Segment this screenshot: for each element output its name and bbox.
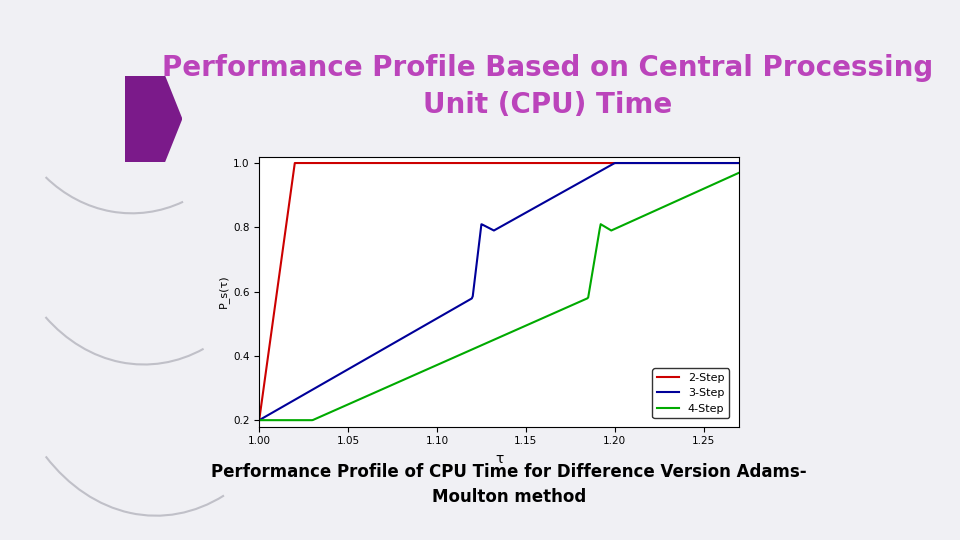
3-Step — [481, 224, 492, 231]
Line: 3-Step: 3-Step — [259, 163, 739, 420]
2-Step — [648, 160, 660, 166]
4-Step — [514, 326, 525, 332]
2-Step — [540, 160, 552, 166]
Legend: 2-Step, 3-Step, 4-Step: 2-Step, 3-Step, 4-Step — [653, 368, 729, 418]
3-Step — [540, 199, 551, 205]
4-Step — [733, 170, 745, 176]
2-Step — [723, 160, 734, 166]
2-Step — [485, 160, 496, 166]
Y-axis label: P_s(τ): P_s(τ) — [218, 275, 228, 308]
4-Step — [484, 338, 495, 345]
3-Step — [610, 160, 621, 166]
4-Step — [253, 417, 265, 423]
4-Step — [481, 340, 492, 346]
X-axis label: τ: τ — [495, 452, 503, 466]
2-Step — [515, 160, 526, 166]
3-Step — [484, 225, 495, 232]
3-Step — [723, 160, 734, 166]
4-Step — [540, 314, 551, 320]
Polygon shape — [125, 76, 182, 162]
2-Step — [253, 417, 265, 423]
2-Step — [289, 160, 300, 166]
3-Step — [648, 160, 660, 166]
3-Step — [733, 160, 745, 166]
3-Step — [514, 213, 525, 220]
Text: Performance Profile of CPU Time for Difference Version Adams-
Moulton method: Performance Profile of CPU Time for Diff… — [211, 463, 806, 505]
4-Step — [647, 208, 659, 215]
2-Step — [733, 160, 745, 166]
4-Step — [722, 174, 733, 181]
Line: 2-Step: 2-Step — [259, 163, 739, 420]
3-Step — [253, 417, 265, 423]
2-Step — [482, 160, 493, 166]
Text: Performance Profile Based on Central Processing
Unit (CPU) Time: Performance Profile Based on Central Pro… — [161, 54, 933, 119]
Line: 4-Step: 4-Step — [259, 173, 739, 420]
